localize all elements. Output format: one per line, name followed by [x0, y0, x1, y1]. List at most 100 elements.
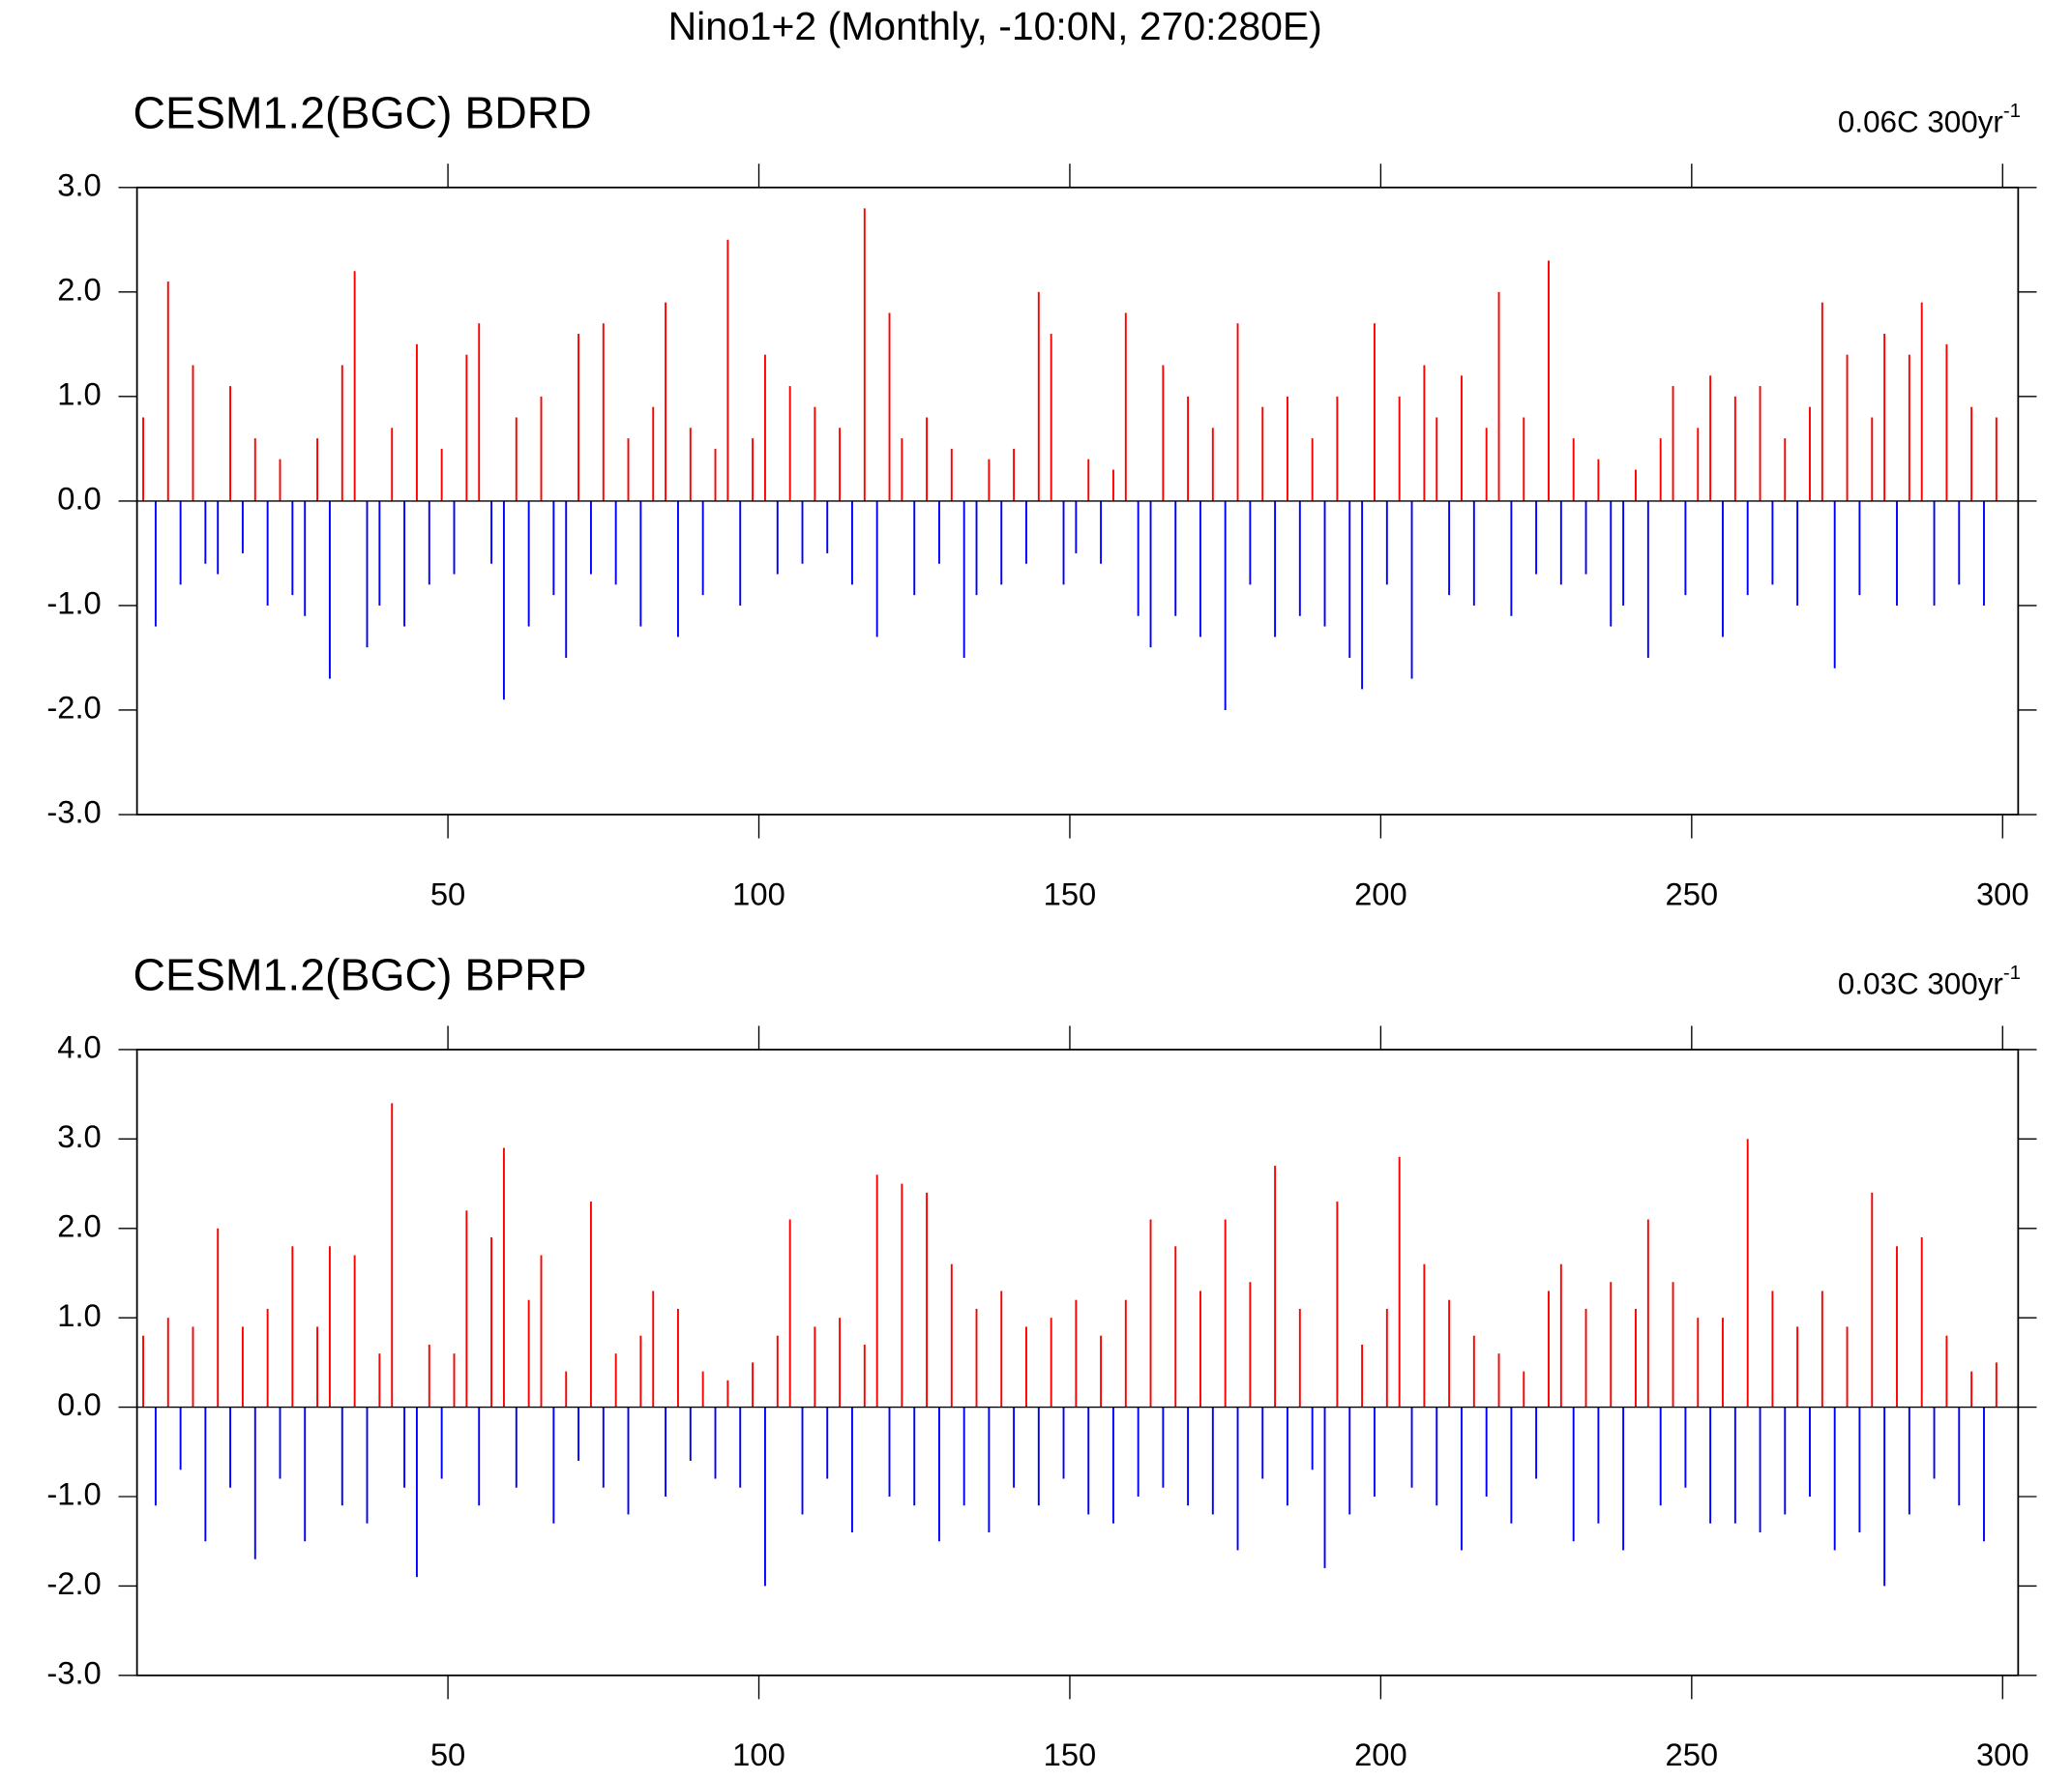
x-tick-label: 100 — [732, 1736, 785, 1772]
bar — [1124, 312, 1127, 501]
bar — [1983, 500, 1985, 606]
bar — [1436, 417, 1438, 501]
bar — [1472, 1335, 1475, 1408]
bar — [1659, 438, 1662, 501]
bar — [1622, 1407, 1625, 1551]
bar — [1111, 469, 1114, 501]
bar — [962, 500, 965, 658]
bar — [639, 1335, 642, 1408]
bar — [1274, 1166, 1277, 1408]
bar — [1336, 1202, 1339, 1408]
bar — [1187, 1407, 1190, 1506]
bar — [1672, 386, 1674, 501]
bar — [428, 1344, 430, 1408]
bar — [490, 500, 493, 564]
bar — [527, 1299, 530, 1408]
bar — [1298, 500, 1301, 616]
bar — [353, 271, 356, 501]
x-tick-label: 50 — [430, 876, 465, 911]
bar — [478, 323, 481, 501]
bar — [1199, 1291, 1201, 1408]
bar — [1883, 334, 1886, 501]
bar — [602, 323, 605, 501]
bar — [1646, 500, 1649, 658]
bar — [1287, 1407, 1288, 1506]
bar — [552, 500, 555, 596]
bar — [752, 1362, 755, 1408]
bar — [1896, 500, 1898, 606]
bar — [1709, 1407, 1712, 1524]
bar — [1013, 448, 1016, 501]
bar — [465, 354, 468, 501]
bar — [1746, 1139, 1749, 1408]
annotation: 0.06C 300yr-1 — [1838, 100, 2021, 138]
bar — [1361, 500, 1364, 690]
y-tick-label: 3.0 — [57, 166, 102, 202]
bar — [1087, 459, 1090, 501]
bar — [937, 1407, 940, 1542]
bar — [328, 1246, 331, 1408]
y-tick-label: 1.0 — [57, 1297, 102, 1333]
bar — [1472, 500, 1475, 606]
bar — [266, 500, 269, 606]
bar — [863, 208, 866, 501]
annotation: 0.03C 300yr-1 — [1838, 963, 2021, 1001]
bar — [316, 438, 319, 501]
bar — [1559, 1263, 1562, 1408]
bar — [241, 1326, 244, 1408]
bar — [1485, 428, 1488, 501]
bar — [1497, 291, 1500, 501]
bar — [1820, 302, 1823, 501]
bar — [391, 428, 394, 501]
bar — [1236, 323, 1239, 501]
bar — [1199, 500, 1201, 638]
bar — [253, 438, 256, 501]
y-tick-label: 2.0 — [57, 1207, 102, 1243]
bar — [378, 500, 381, 606]
bar — [937, 500, 940, 564]
bar — [490, 1237, 493, 1408]
bar — [415, 1407, 418, 1578]
bar — [801, 1407, 804, 1515]
bar — [304, 1407, 307, 1542]
bar — [1410, 500, 1413, 679]
bar — [1622, 500, 1625, 606]
bar — [253, 1407, 256, 1559]
bar — [850, 500, 853, 585]
bar — [888, 312, 891, 501]
bar — [826, 1407, 829, 1479]
bar — [229, 1407, 232, 1488]
bar — [752, 438, 755, 501]
bar — [901, 438, 903, 501]
x-tick-label: 300 — [1976, 876, 2029, 911]
bar — [1759, 386, 1761, 501]
bar — [1933, 1407, 1936, 1479]
bar — [1559, 500, 1562, 585]
bar — [1000, 500, 1003, 585]
bar — [1771, 500, 1774, 585]
x-tick-label: 250 — [1666, 1736, 1719, 1772]
bar — [1597, 1407, 1600, 1524]
bar — [1224, 1219, 1227, 1408]
bar — [179, 1407, 182, 1470]
bar — [1261, 1407, 1264, 1479]
bar — [1124, 1299, 1127, 1408]
bar — [602, 1407, 605, 1488]
bar — [241, 500, 244, 553]
bar — [552, 1407, 555, 1524]
bar — [1174, 1246, 1177, 1408]
bar — [1784, 1407, 1787, 1515]
bar — [839, 1318, 842, 1408]
bar — [1149, 500, 1152, 648]
bar — [1970, 406, 1973, 501]
bar — [1896, 1246, 1898, 1408]
bar — [627, 438, 630, 501]
bar — [1809, 1407, 1811, 1498]
bar — [1846, 1326, 1849, 1408]
y-tick-label: 0.0 — [57, 1386, 102, 1422]
bar — [217, 500, 220, 575]
bar — [826, 500, 829, 553]
bar — [1920, 302, 1923, 501]
bar — [701, 1371, 704, 1408]
bar — [166, 1318, 169, 1408]
